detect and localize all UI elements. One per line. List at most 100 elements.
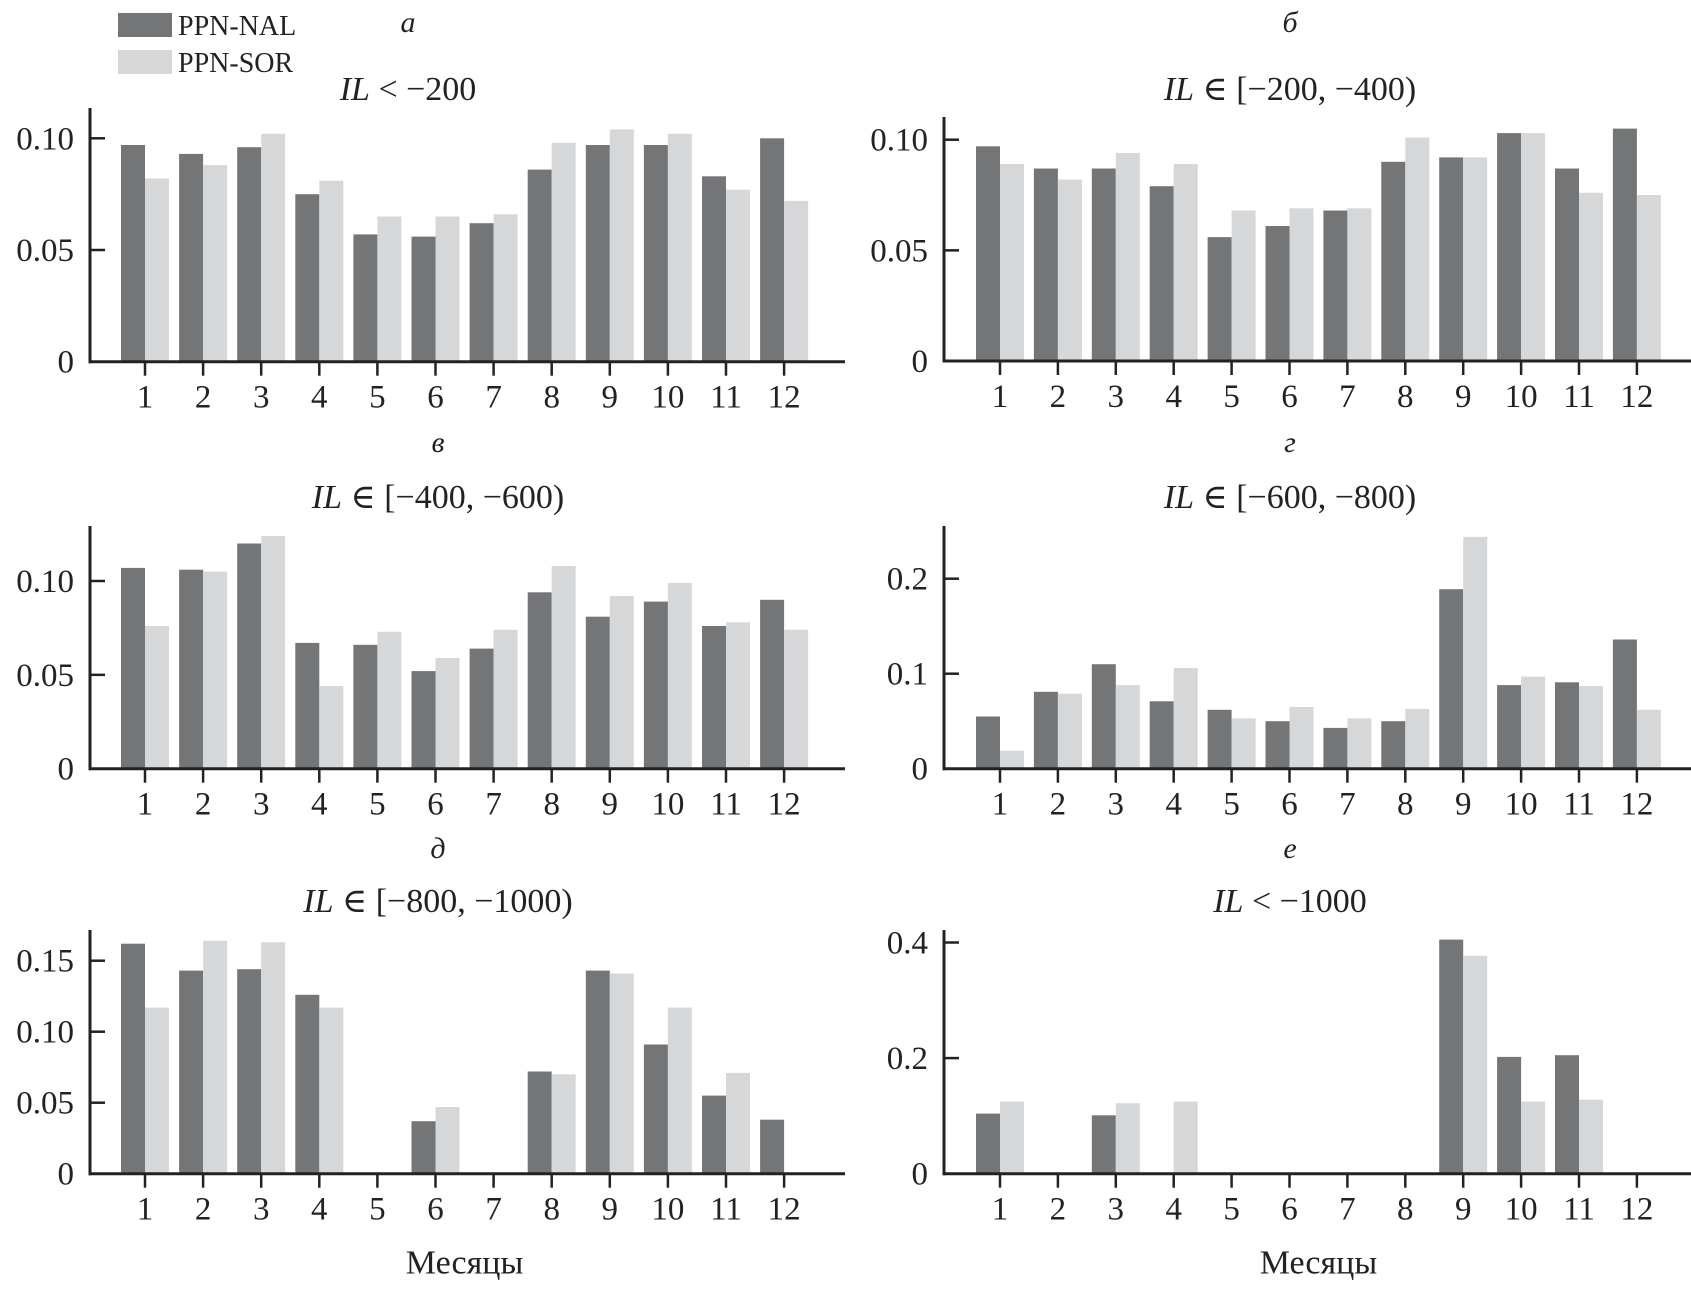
bar-sor-month-1 xyxy=(1000,164,1024,361)
chart-title: IL ∈ [−400, −600) xyxy=(311,479,564,516)
x-tick-label: 6 xyxy=(1281,1192,1298,1228)
x-tick-label: 7 xyxy=(1339,1192,1356,1228)
x-tick-label: 4 xyxy=(1165,787,1182,823)
bar-nal-month-1 xyxy=(976,1113,1000,1174)
bar-nal-month-9 xyxy=(1439,589,1464,769)
x-tick-label: 12 xyxy=(1620,379,1653,415)
bar-nal-month-4 xyxy=(295,194,320,362)
bar-nal-month-8 xyxy=(1381,161,1406,361)
bar-sor-month-9 xyxy=(1463,955,1488,1174)
bar-sor-month-3 xyxy=(261,536,286,769)
bar-sor-month-8 xyxy=(1405,708,1430,769)
x-tick-label: 1 xyxy=(992,379,1009,415)
x-tick-label: 9 xyxy=(1455,1192,1472,1228)
bar-nal-month-1 xyxy=(121,145,145,362)
bar-sor-month-8 xyxy=(1405,137,1430,361)
chart-title-variable: IL xyxy=(1163,479,1194,516)
chart-title-range: < −200 xyxy=(370,71,476,108)
x-tick-label: 11 xyxy=(710,380,742,416)
bar-sor-month-6 xyxy=(435,216,460,362)
bar-nal-month-3 xyxy=(1091,168,1116,361)
x-tick-label: 2 xyxy=(1050,787,1067,823)
bar-sor-month-11 xyxy=(726,622,750,769)
bar-sor-month-10 xyxy=(667,133,692,362)
x-tick-label: 11 xyxy=(1563,1192,1595,1228)
bar-nal-month-1 xyxy=(121,943,145,1174)
bar-nal-month-10 xyxy=(643,1044,668,1174)
bar-sor-month-6 xyxy=(435,1107,460,1174)
x-tick-label: 1 xyxy=(137,380,154,416)
y-tick-label: 0 xyxy=(58,1157,75,1193)
bar-nal-month-10 xyxy=(643,145,668,362)
x-tick-label: 8 xyxy=(543,380,560,416)
bar-nal-month-5 xyxy=(1207,709,1232,769)
bar-nal-month-6 xyxy=(411,1121,436,1174)
bar-sor-month-6 xyxy=(435,658,460,769)
bar-nal-month-7 xyxy=(469,648,494,769)
y-tick-label: 0 xyxy=(912,752,929,788)
x-tick-label: 9 xyxy=(602,1192,619,1228)
y-tick-label: 0 xyxy=(912,344,929,380)
bar-sor-month-9 xyxy=(1463,157,1488,361)
bar-nal-month-2 xyxy=(179,153,204,362)
x-tick-label: 5 xyxy=(1223,1192,1240,1228)
bar-nal-month-4 xyxy=(295,994,320,1174)
bar-sor-month-3 xyxy=(1115,153,1140,361)
bar-nal-month-12 xyxy=(760,138,785,362)
bar-nal-month-1 xyxy=(121,567,145,769)
bar-sor-month-10 xyxy=(667,582,692,769)
y-tick-label: 0.10 xyxy=(870,123,928,159)
bar-sor-month-5 xyxy=(1231,210,1256,361)
chart-title: IL < −200 xyxy=(339,71,477,108)
chart-title-variable: IL xyxy=(1163,71,1194,108)
bar-nal-month-7 xyxy=(1323,210,1348,361)
bar-nal-month-2 xyxy=(179,569,204,769)
x-tick-label: 12 xyxy=(1620,787,1653,823)
x-tick-label: 6 xyxy=(427,380,444,416)
x-tick-label: 11 xyxy=(710,1192,742,1228)
x-tick-label: 4 xyxy=(311,787,328,823)
bar-nal-month-5 xyxy=(353,234,378,362)
x-axis-label: Месяцы xyxy=(1260,1245,1378,1282)
chart-title-variable: IL xyxy=(311,479,342,516)
bar-sor-month-3 xyxy=(261,942,286,1174)
bar-nal-month-3 xyxy=(1091,664,1116,769)
panel-letter: е xyxy=(1283,832,1296,865)
bar-sor-month-8 xyxy=(551,1074,576,1174)
bar-sor-month-12 xyxy=(1636,195,1661,361)
x-tick-label: 4 xyxy=(1165,379,1182,415)
x-tick-label: 12 xyxy=(768,787,801,823)
bar-nal-month-9 xyxy=(585,616,610,769)
panel-letter: а xyxy=(401,6,416,39)
bar-nal-month-5 xyxy=(353,644,378,769)
x-tick-label: 12 xyxy=(1620,1192,1653,1228)
bar-sor-month-9 xyxy=(609,973,634,1174)
panel-letter: г xyxy=(1284,426,1296,459)
panel-letter: б xyxy=(1282,6,1298,39)
x-tick-label: 2 xyxy=(195,787,212,823)
chart-title-range: ∈ [−200, −400) xyxy=(1194,71,1416,108)
x-tick-label: 12 xyxy=(768,380,801,416)
bar-nal-month-10 xyxy=(643,601,668,769)
bar-nal-month-6 xyxy=(1265,226,1290,361)
bar-nal-month-12 xyxy=(1612,128,1637,361)
y-tick-label: 0.2 xyxy=(887,1041,928,1077)
bar-sor-month-8 xyxy=(551,566,576,769)
y-tick-label: 0 xyxy=(912,1157,929,1193)
bar-sor-month-11 xyxy=(726,189,750,362)
bar-nal-month-8 xyxy=(527,592,552,769)
x-tick-label: 1 xyxy=(992,1192,1009,1228)
bar-nal-month-3 xyxy=(237,969,262,1174)
x-tick-label: 3 xyxy=(1108,787,1125,823)
bar-sor-month-8 xyxy=(551,142,576,362)
x-tick-label: 8 xyxy=(543,787,560,823)
bar-sor-month-2 xyxy=(203,165,228,362)
x-tick-label: 2 xyxy=(195,1192,212,1228)
bar-sor-month-1 xyxy=(1000,1101,1024,1174)
bar-nal-month-9 xyxy=(585,970,610,1174)
x-tick-label: 6 xyxy=(1281,787,1298,823)
x-tick-label: 1 xyxy=(992,787,1009,823)
legend-swatch-sor xyxy=(118,50,172,74)
x-tick-label: 10 xyxy=(651,1192,684,1228)
